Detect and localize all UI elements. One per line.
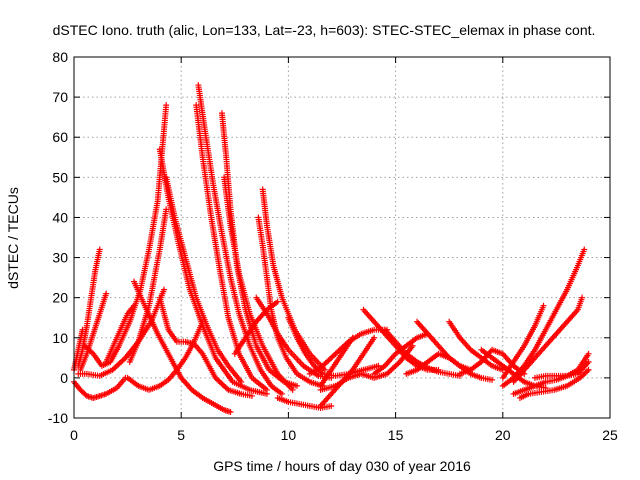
series-28 xyxy=(371,330,431,377)
x-tick-label: 20 xyxy=(495,427,511,443)
plot-frame xyxy=(73,56,611,419)
data-point xyxy=(585,358,592,365)
data-point xyxy=(289,386,296,393)
data-point xyxy=(579,294,586,301)
data-point xyxy=(278,390,285,397)
data-point xyxy=(131,302,138,309)
series-4 xyxy=(75,286,168,379)
series-39 xyxy=(516,366,592,401)
data-point xyxy=(103,290,110,297)
y-tick-label: 10 xyxy=(52,330,68,346)
data-marks xyxy=(71,82,592,415)
series-12 xyxy=(156,146,270,397)
data-point xyxy=(293,382,300,389)
y-tick-label: 60 xyxy=(52,129,68,145)
data-point xyxy=(79,326,86,333)
y-tick-label: 80 xyxy=(52,49,68,65)
series-10 xyxy=(156,294,255,399)
x-axis-title: GPS time / hours of day 030 of year 2016 xyxy=(213,458,471,474)
data-point xyxy=(238,378,245,385)
series-34 xyxy=(478,346,549,391)
y-tick-label: -10 xyxy=(48,410,68,426)
series-9 xyxy=(124,318,206,393)
series-1 xyxy=(75,246,103,369)
y-tick-label: 50 xyxy=(52,169,68,185)
series-2 xyxy=(77,290,110,373)
data-point xyxy=(274,298,281,305)
data-point xyxy=(248,392,255,399)
chart-title: dSTEC Iono. truth (alic, Lon=133, Lat=-2… xyxy=(53,22,596,38)
series-25 xyxy=(317,334,356,389)
data-point xyxy=(161,286,168,293)
series-7 xyxy=(103,302,138,365)
x-tick-label: 10 xyxy=(281,427,297,443)
y-tick-label: 70 xyxy=(52,89,68,105)
data-point xyxy=(163,102,170,109)
y-ticks: -10 0 10 20 30 40 50 60 70 80 xyxy=(48,49,610,426)
x-tick-label: 5 xyxy=(177,427,185,443)
series-36 xyxy=(510,294,586,385)
data-point xyxy=(585,366,592,373)
series-6 xyxy=(126,206,170,365)
series-20 xyxy=(253,294,335,381)
data-point xyxy=(227,408,234,415)
y-tick-label: 40 xyxy=(52,209,68,225)
data-point xyxy=(328,402,335,409)
series-40 xyxy=(531,358,592,381)
data-point xyxy=(263,386,270,393)
series-8 xyxy=(131,278,234,415)
x-tick-label: 0 xyxy=(70,427,78,443)
data-point xyxy=(585,350,592,357)
x-tick-label: 25 xyxy=(602,427,618,443)
y-tick-label: 30 xyxy=(52,250,68,266)
y-axis-title: dSTEC / TECUs xyxy=(5,187,21,289)
series-35 xyxy=(499,246,588,389)
data-point xyxy=(540,302,547,309)
data-point xyxy=(581,246,588,253)
series-37 xyxy=(499,302,547,381)
x-tick-label: 15 xyxy=(388,427,404,443)
series-23 xyxy=(317,334,378,409)
x-ticks: 0 5 10 15 20 25 xyxy=(70,57,618,443)
data-point xyxy=(371,334,378,341)
series-31 xyxy=(414,318,496,383)
y-tick-label: 0 xyxy=(60,370,68,386)
data-point xyxy=(349,334,356,341)
series-22 xyxy=(274,394,335,411)
data-point xyxy=(96,246,103,253)
data-point xyxy=(489,376,496,383)
series-19 xyxy=(231,298,281,357)
y-tick-label: 20 xyxy=(52,290,68,306)
